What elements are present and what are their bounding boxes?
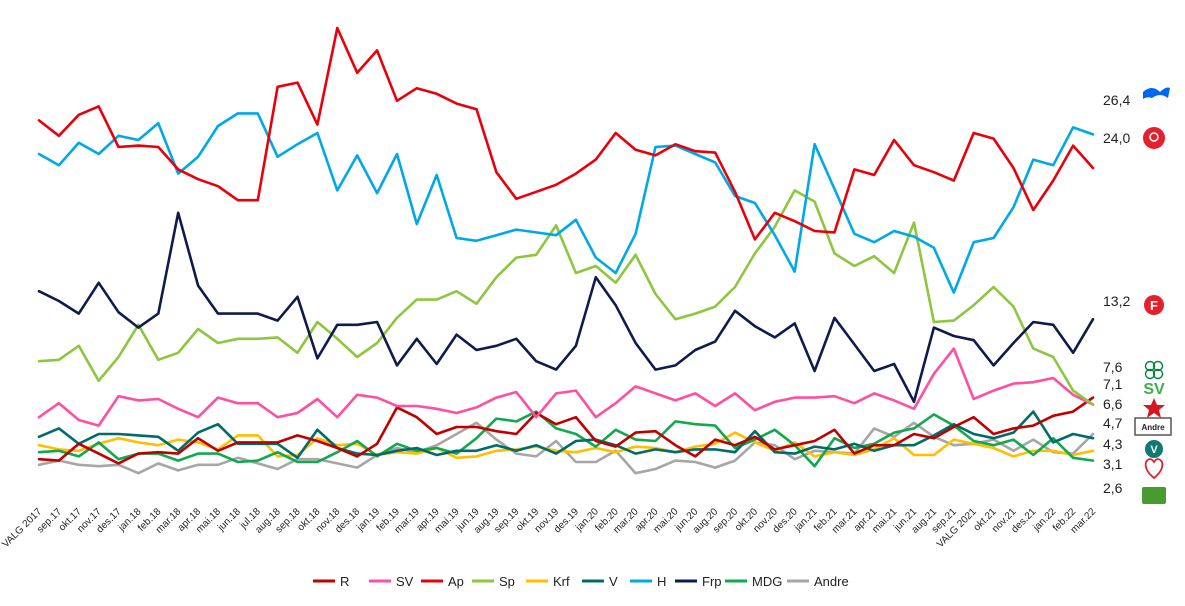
sp-clover-icon bbox=[1152, 360, 1164, 372]
v-logo-text: V bbox=[1150, 444, 1158, 456]
sp-clover-icon bbox=[1144, 360, 1156, 372]
r-star-icon bbox=[1143, 398, 1165, 418]
end-value-label: 26,4 bbox=[1103, 92, 1130, 108]
h-logo-icon bbox=[1143, 87, 1170, 99]
v-logo-icon bbox=[1145, 440, 1163, 458]
legend-label: SV bbox=[396, 574, 414, 589]
legend-label: Andre bbox=[814, 574, 849, 589]
series-line-ap bbox=[37, 26, 1095, 241]
sv-logo-text: SV bbox=[1143, 381, 1165, 398]
legend-label: R bbox=[340, 574, 349, 589]
end-value-label: 24,0 bbox=[1103, 130, 1130, 146]
legend-label: H bbox=[657, 574, 666, 589]
x-tick-label: jun.18 bbox=[215, 506, 243, 534]
ap-rose-icon bbox=[1143, 127, 1165, 149]
end-value-label: 4,3 bbox=[1103, 436, 1123, 452]
series-line-v bbox=[37, 410, 1095, 460]
mdg-logo-icon bbox=[1142, 487, 1166, 504]
legend-label: Frp bbox=[702, 574, 722, 589]
andre-logo-text: Andre bbox=[1141, 423, 1165, 432]
krf-logo-icon bbox=[1144, 458, 1164, 480]
end-value-label: 13,2 bbox=[1103, 293, 1130, 309]
series-line-r bbox=[37, 396, 1095, 465]
series-layer bbox=[37, 26, 1095, 475]
end-value-label: 3,1 bbox=[1103, 456, 1123, 472]
frp-logo-text: F bbox=[1150, 298, 1158, 313]
x-axis-ticks: VALG 2017sep.17okt.17nov.17des.17jan.18f… bbox=[0, 506, 1098, 550]
end-value-label: 2,6 bbox=[1103, 480, 1123, 496]
sp-clover-icon bbox=[1152, 368, 1164, 380]
end-value-label: 7,1 bbox=[1103, 376, 1123, 392]
series-line-frp bbox=[37, 211, 1095, 404]
ap-rose-inner-icon bbox=[1149, 132, 1159, 142]
legend: R SV Ap Sp Krf V H Frp MDG Andre bbox=[313, 574, 849, 589]
series-line-h bbox=[37, 112, 1095, 294]
series-line-mdg bbox=[37, 410, 1095, 468]
frp-logo-icon bbox=[1144, 295, 1164, 315]
party-logos: F SV Andre V bbox=[1134, 87, 1172, 504]
end-value-label: 4,7 bbox=[1103, 415, 1123, 431]
legend-label: Sp bbox=[499, 574, 515, 589]
legend-label: Krf bbox=[553, 574, 570, 589]
legend-label: V bbox=[609, 574, 618, 589]
series-line-sv bbox=[37, 347, 1095, 427]
end-value-label: 6,6 bbox=[1103, 396, 1123, 412]
sp-clover-icon bbox=[1144, 368, 1156, 380]
end-value-labels: 26,4 24,0 13,2 7,67,1 6,6 4,7 4,3 3,1 2,6 bbox=[1103, 92, 1130, 496]
end-value-label: 7,6 bbox=[1103, 359, 1123, 375]
legend-label: Ap bbox=[448, 574, 464, 589]
andre-logo-box bbox=[1134, 417, 1172, 436]
legend-label: MDG bbox=[752, 574, 782, 589]
